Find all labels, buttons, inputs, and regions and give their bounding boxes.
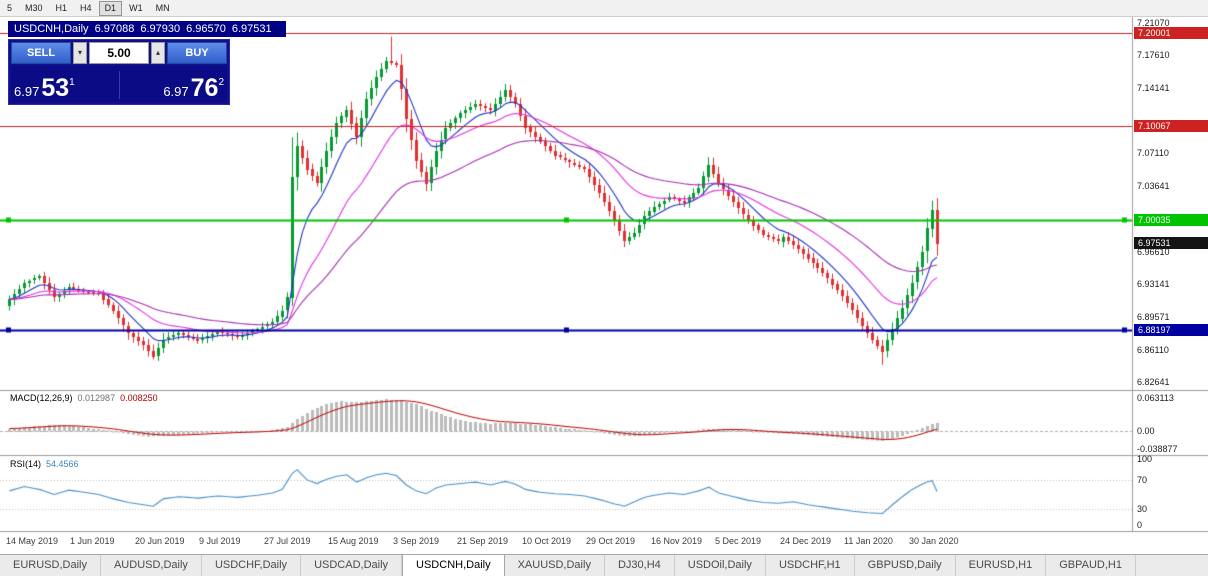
ohlc-close: 6.97531 — [231, 23, 272, 35]
volume-decrease-button[interactable]: ▾ — [73, 42, 87, 64]
timeframe-w1[interactable]: W1 — [129, 2, 143, 13]
chart-tabs: EURUSD,Daily AUDUSD,Daily USDCHF,Daily USDC… — [0, 554, 1208, 576]
sell-price-sup: 1 — [69, 77, 75, 88]
ohlc-open: 6.97088 — [94, 23, 135, 35]
timeframe-h1[interactable]: H1 — [55, 2, 68, 13]
timeframe-m30[interactable]: M30 — [25, 2, 43, 13]
one-click-trading-panel: SELL ▾ 5.00 ▴ BUY 6.97 53 1 6.97 76 2 — [8, 39, 230, 105]
buy-price-big: 6.97 — [163, 84, 189, 99]
tab-usdchf-daily[interactable]: USDCHF,Daily — [202, 555, 302, 576]
timeframe-d1[interactable]: D1 — [98, 0, 123, 16]
ohlc-low: 6.96570 — [186, 23, 226, 35]
tab-dj30-h4[interactable]: DJ30,H4 — [605, 555, 675, 576]
tab-usdcnh-daily[interactable]: USDCNH,Daily — [402, 555, 505, 576]
tab-usdchf-h1[interactable]: USDCHF,H1 — [766, 555, 855, 576]
sell-price-pips: 53 — [41, 74, 70, 102]
tab-gbpusd-daily[interactable]: GBPUSD,Daily — [855, 555, 956, 576]
tab-audusd-daily[interactable]: AUDUSD,Daily — [101, 555, 202, 576]
volume-input[interactable]: 5.00 — [89, 42, 149, 64]
volume-increase-button[interactable]: ▴ — [151, 42, 165, 64]
tab-usdoil-daily[interactable]: USDOil,Daily — [675, 555, 766, 576]
buy-price-sup: 2 — [218, 77, 224, 88]
sell-button[interactable]: SELL — [11, 42, 71, 64]
buy-button[interactable]: BUY — [167, 42, 227, 64]
sell-price-big: 6.97 — [14, 84, 40, 99]
buy-price[interactable]: 6.97 76 2 — [124, 74, 224, 102]
sell-price[interactable]: 6.97 53 1 — [14, 74, 115, 102]
timeframe-h4[interactable]: H4 — [80, 2, 92, 13]
tab-eurusd-daily[interactable]: EURUSD,Daily — [0, 555, 101, 576]
tab-eurusd-h1[interactable]: EURUSD,H1 — [956, 555, 1047, 576]
chart-ohlc-label: USDCNH,Daily 6.97088 6.97930 6.96570 6.97531 — [8, 21, 286, 37]
buy-price-pips: 76 — [190, 74, 219, 102]
tab-gbpaud-h1[interactable]: GBPAUD,H1 — [1046, 555, 1136, 576]
price-divider — [118, 71, 120, 99]
timeframe-toolbar: 5 M30 H1 H4 D1 W1 MN — [0, 0, 1208, 17]
timeframe-mn[interactable]: MN — [155, 2, 170, 13]
tab-xauusd-daily[interactable]: XAUUSD,Daily — [505, 555, 605, 576]
timeframe-5[interactable]: 5 — [7, 2, 13, 13]
tab-usdcad-daily[interactable]: USDCAD,Daily — [301, 555, 403, 576]
chart-symbol-period: USDCNH,Daily — [14, 23, 89, 35]
ohlc-high: 6.97930 — [140, 23, 181, 35]
